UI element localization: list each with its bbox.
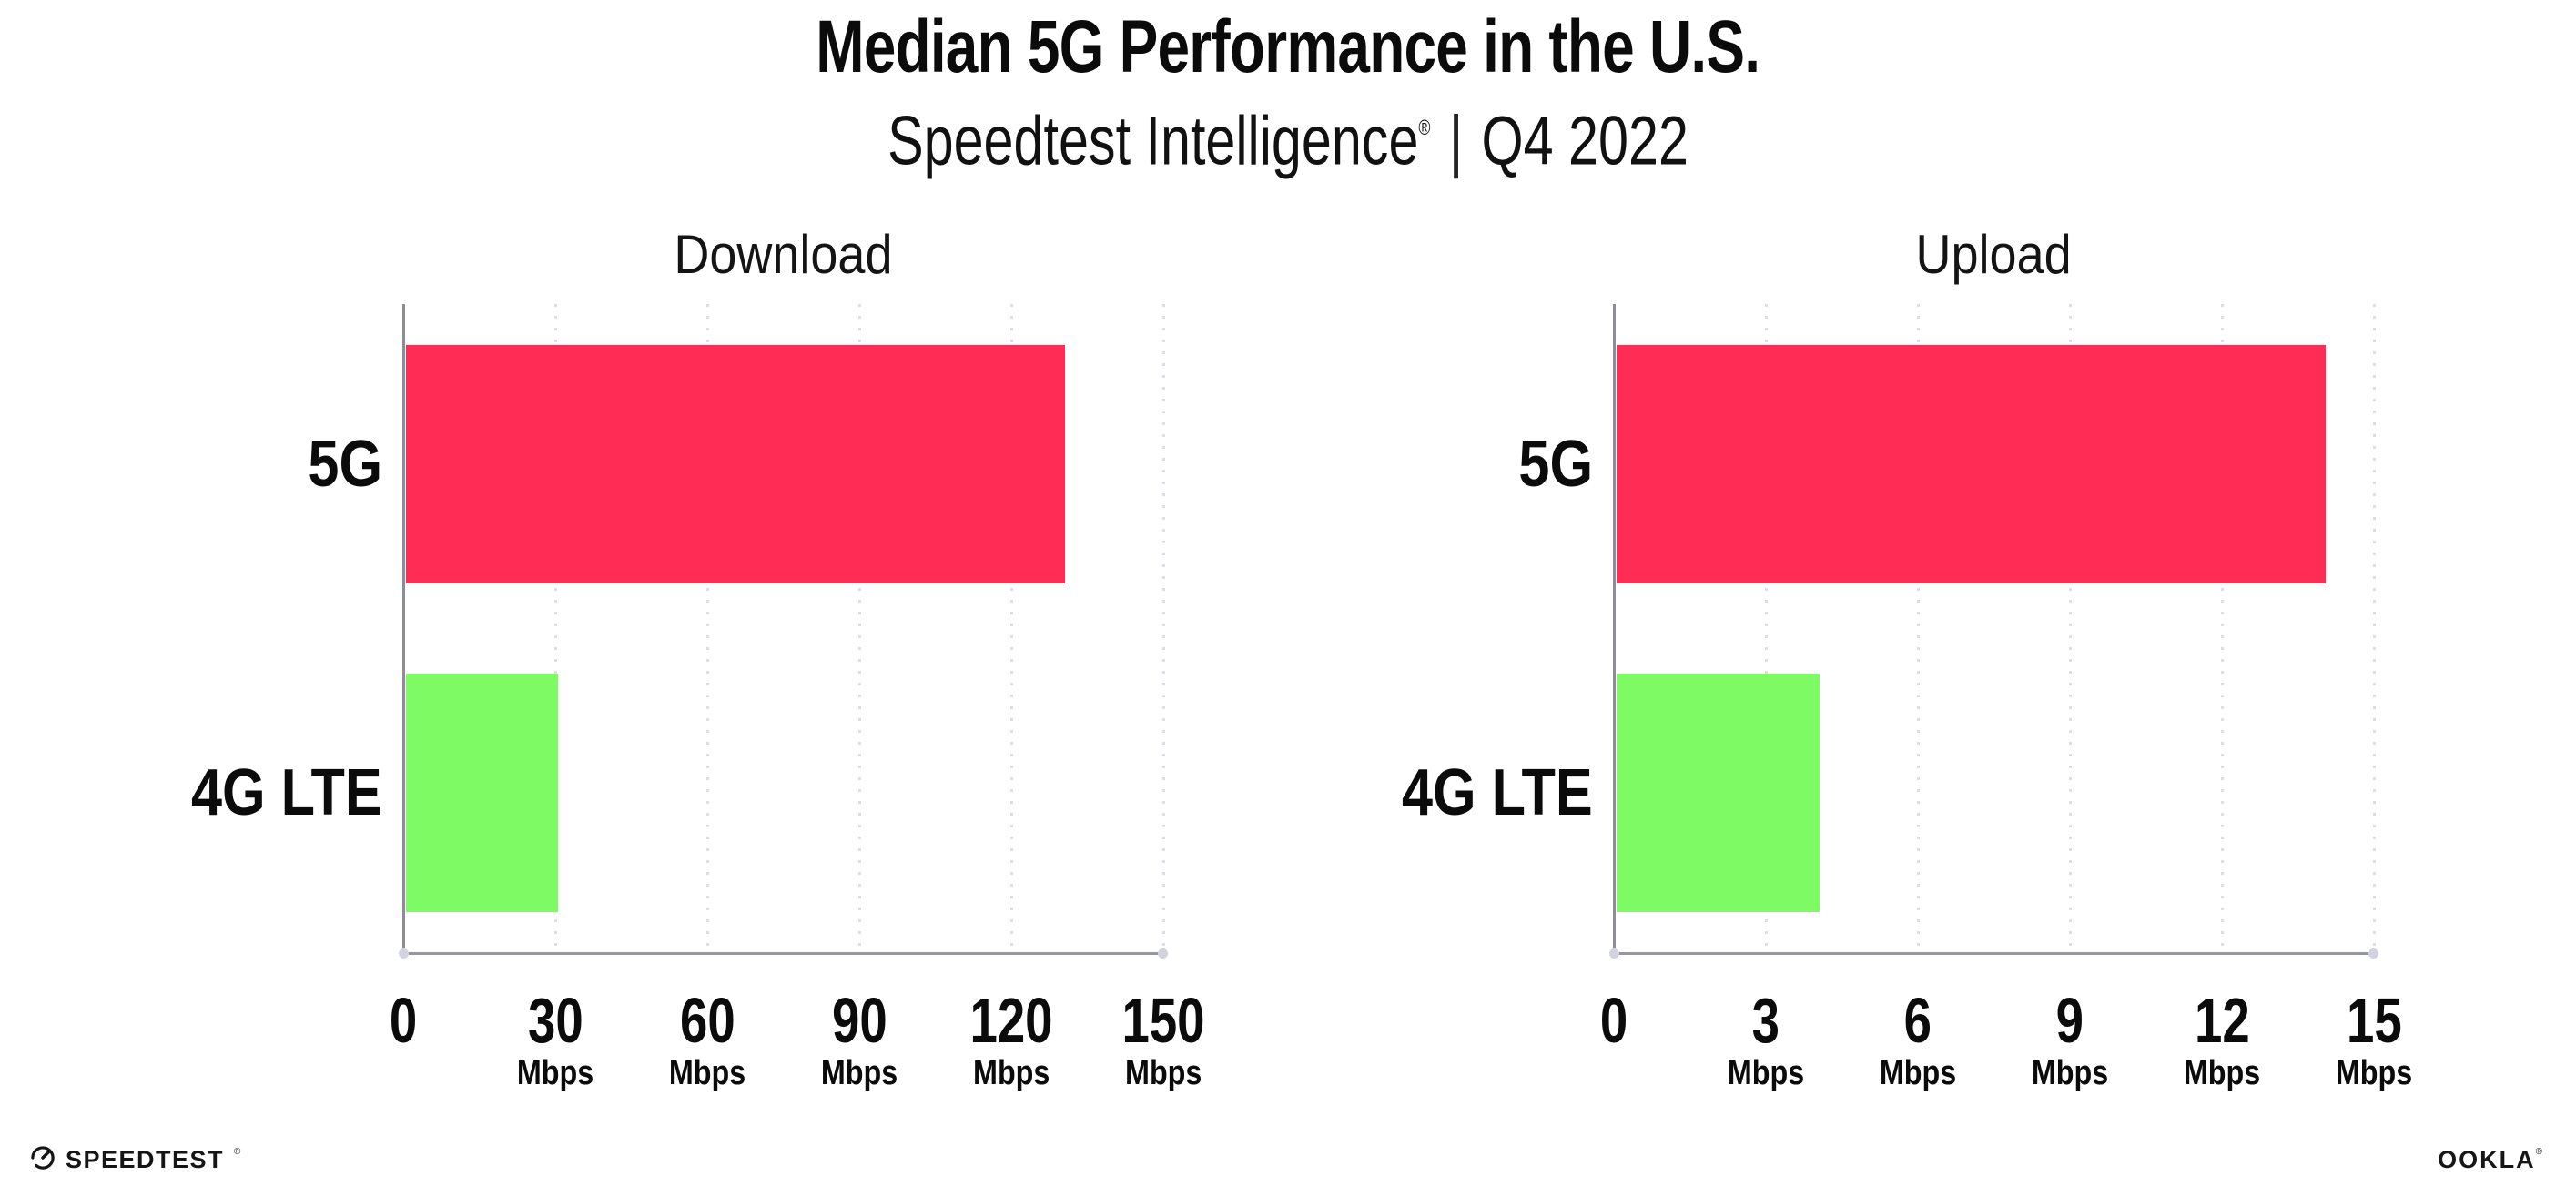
gridline-12 <box>2220 304 2224 953</box>
bar-4g-lte <box>406 674 558 912</box>
x-tick-unit: Mbps <box>2031 1054 2109 1092</box>
x-tick-value: 0 <box>389 985 418 1056</box>
x-tick-unit: Mbps <box>516 1054 594 1092</box>
header: Median 5G Performance in the U.S. Speedt… <box>0 0 2576 178</box>
footer: SPEEDTEST ® OOKLA® <box>30 1145 2542 1175</box>
x-tick-value: 15 <box>2346 985 2402 1056</box>
x-axis-line <box>1609 948 2378 959</box>
chart-title-upload: Upload <box>1915 224 2073 285</box>
x-tick-60: 60 Mbps <box>662 953 752 1091</box>
subtitle-separator: | <box>1448 102 1464 180</box>
x-axis-ticks-upload: 0 3 Mbps 6 Mbps 9 Mbps 12 Mbps 15 Mbps <box>1600 953 2412 1091</box>
x-tick-value: 0 <box>1599 985 1628 1056</box>
x-axis-line <box>399 948 1168 959</box>
ookla-registered-mark: ® <box>2535 1146 2542 1157</box>
x-tick-value: 60 <box>679 985 735 1056</box>
x-tick-15: 15 Mbps <box>2328 953 2419 1091</box>
x-tick-unit: Mbps <box>2335 1054 2413 1092</box>
x-tick-90: 90 Mbps <box>814 953 904 1091</box>
x-tick-3: 3 Mbps <box>1720 953 1810 1091</box>
x-tick-value: 90 <box>831 985 887 1056</box>
gridline-60 <box>705 304 709 953</box>
x-tick-unit: Mbps <box>668 1054 746 1092</box>
speedtest-logo-text: SPEEDTEST <box>66 1146 225 1173</box>
x-tick-30: 30 Mbps <box>510 953 600 1091</box>
y-axis-line <box>402 304 405 953</box>
category-label-5g: 5G <box>1518 428 1593 501</box>
bar-5g <box>1617 345 2327 583</box>
x-tick-unit: Mbps <box>2183 1054 2261 1092</box>
gridline-90 <box>857 304 861 953</box>
speedtest-logo: SPEEDTEST ® <box>30 1145 240 1175</box>
x-tick-0: 0 <box>386 953 421 1056</box>
x-tick-unit: Mbps <box>820 1054 898 1092</box>
registered-mark: ® <box>1418 116 1431 139</box>
x-tick-12: 12 Mbps <box>2176 953 2267 1091</box>
gridline-150 <box>1161 304 1165 953</box>
x-tick-value: 120 <box>969 985 1053 1056</box>
chart-body-download: 5G 4G LTE <box>103 304 1168 959</box>
plot-area-download <box>399 304 1168 959</box>
gridline-6 <box>1916 304 1920 953</box>
chart-upload: Upload 5G 4G LTE 0 3 Mbps 6 Mbps 9 Mbps 12 Mbps 15… <box>1313 223 2412 1091</box>
x-tick-unit: Mbps <box>972 1054 1050 1092</box>
x-tick-120: 120 Mbps <box>958 953 1065 1091</box>
speedtest-registered-mark: ® <box>234 1147 241 1157</box>
x-tick-unit: Mbps <box>1879 1054 1957 1092</box>
x-tick-value: 6 <box>1903 985 1932 1056</box>
gridline-15 <box>2372 304 2376 953</box>
category-label-4g-lte: 4G LTE <box>1402 756 1593 829</box>
page-subtitle: Speedtest Intelligence® | Q4 2022 <box>0 96 2576 178</box>
bar-4g-lte <box>1617 674 1820 912</box>
page-title: Median 5G Performance in the U.S. <box>816 5 1761 88</box>
x-tick-9: 9 Mbps <box>2024 953 2115 1091</box>
x-tick-value: 9 <box>2055 985 2084 1056</box>
bar-5g <box>406 345 1065 583</box>
speedtest-gauge-icon <box>30 1145 56 1175</box>
y-axis-line <box>1613 304 1616 953</box>
x-axis-ticks-download: 0 30 Mbps 60 Mbps 90 Mbps 120 Mbps 150 Mbps <box>390 953 1205 1091</box>
x-tick-150: 150 Mbps <box>1111 953 1217 1091</box>
x-tick-value: 3 <box>1751 985 1780 1056</box>
x-tick-value: 30 <box>527 985 583 1056</box>
ookla-logo-text: OOKLA <box>2438 1146 2536 1173</box>
chart-body-upload: 5G 4G LTE <box>1313 304 2378 959</box>
x-tick-unit: Mbps <box>1124 1054 1202 1092</box>
chart-title-download: Download <box>674 224 893 285</box>
subtitle-period: Q4 2022 <box>1481 102 1689 180</box>
gridline-3 <box>1764 304 1768 953</box>
chart-download: Download 5G 4G LTE 0 30 Mbps 60 Mbps 90 Mbps 120… <box>103 223 1205 1091</box>
x-tick-0: 0 <box>1597 953 1632 1056</box>
x-tick-value: 150 <box>1121 985 1205 1056</box>
gridline-30 <box>553 304 557 953</box>
y-axis-labels-upload: 5G 4G LTE <box>1313 304 1593 953</box>
gridline-120 <box>1009 304 1013 953</box>
x-tick-value: 12 <box>2194 985 2250 1056</box>
ookla-logo: OOKLA® <box>2438 1146 2542 1174</box>
gridline-9 <box>2068 304 2072 953</box>
subtitle-brand: Speedtest Intelligence <box>887 102 1419 180</box>
plot-area-upload <box>1609 304 2378 959</box>
x-tick-6: 6 Mbps <box>1872 953 1962 1091</box>
y-axis-labels-download: 5G 4G LTE <box>103 304 382 953</box>
x-tick-unit: Mbps <box>1727 1054 1805 1092</box>
category-label-4g-lte: 4G LTE <box>191 756 382 829</box>
category-label-5g: 5G <box>308 428 382 501</box>
